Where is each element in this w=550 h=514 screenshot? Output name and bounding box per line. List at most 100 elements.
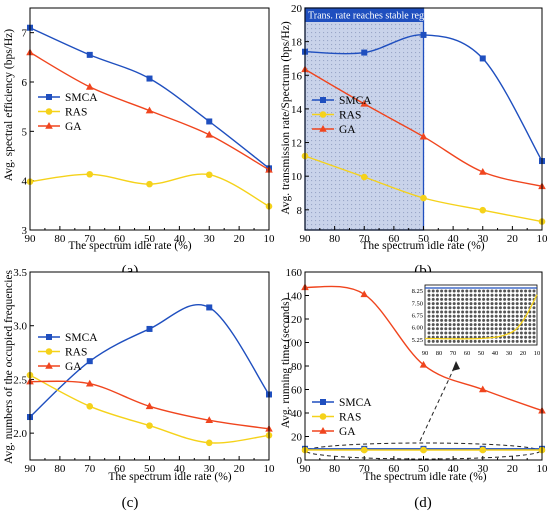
band-dot: [307, 60, 309, 62]
band-dot: [327, 152, 329, 154]
inset-dot: [494, 293, 498, 297]
band-dot: [347, 72, 349, 74]
band-dot: [311, 112, 313, 114]
inset-dot: [503, 314, 507, 318]
band-dot: [319, 156, 321, 158]
legend-label-ga: GA: [65, 121, 82, 133]
band-dot: [335, 112, 337, 114]
band-dot: [387, 156, 389, 158]
band-dot: [315, 124, 317, 126]
band-dot: [311, 172, 313, 174]
band-dot: [351, 148, 353, 150]
inset-dot: [452, 310, 456, 314]
band-dot: [355, 112, 357, 114]
band-dot: [363, 72, 365, 74]
band-dot: [323, 172, 325, 174]
band-dot: [343, 228, 345, 230]
band-dot: [399, 220, 401, 222]
inset-dot: [524, 331, 528, 335]
band-dot: [375, 140, 377, 142]
band-dot: [327, 72, 329, 74]
band-dot: [391, 188, 393, 190]
band-dot: [375, 72, 377, 74]
band-dot: [395, 144, 397, 146]
band-dot: [359, 156, 361, 158]
inset-dot: [431, 289, 435, 293]
inset-dot: [435, 314, 439, 318]
legend-label-smca: SMCA: [339, 397, 372, 409]
band-dot: [327, 168, 329, 170]
y-tick-label: 8: [297, 205, 303, 217]
band-dot: [419, 164, 421, 166]
band-dot: [335, 52, 337, 54]
band-dot: [363, 224, 365, 226]
band-dot: [343, 176, 345, 178]
band-dot: [331, 92, 333, 94]
inset-dot: [461, 318, 465, 322]
band-dot: [407, 40, 409, 42]
inset-dot: [482, 314, 486, 318]
band-dot: [351, 36, 353, 38]
band-dot: [307, 68, 309, 70]
band-dot: [371, 104, 373, 106]
legend-label-ras: RAS: [339, 412, 361, 424]
inset-dot: [494, 297, 498, 301]
band-dot: [371, 152, 373, 154]
band-dot: [391, 148, 393, 150]
band-dot: [347, 176, 349, 178]
inset-dot: [465, 310, 469, 314]
band-dot: [315, 216, 317, 218]
band-dot: [355, 72, 357, 74]
band-dot: [323, 68, 325, 70]
band-dot: [403, 76, 405, 78]
band-dot: [331, 180, 333, 182]
band-dot: [359, 188, 361, 190]
inset-dot: [473, 297, 477, 301]
band-dot: [311, 228, 313, 230]
inset-chart: 90 80 70 60 50 40 30 20 105.256.006.757.508.25: [412, 284, 540, 357]
band-dot: [379, 208, 381, 210]
band-dot: [343, 44, 345, 46]
inset-dot: [452, 327, 456, 331]
legend-label-ras: RAS: [65, 107, 87, 119]
legend-marker-smca: [320, 97, 326, 103]
band-dot: [339, 44, 341, 46]
band-dot: [319, 172, 321, 174]
band-dot: [323, 148, 325, 150]
band-dot: [347, 92, 349, 94]
band-dot: [419, 48, 421, 50]
band-dot: [343, 28, 345, 30]
band-dot: [351, 28, 353, 30]
band-dot: [371, 208, 373, 210]
band-dot: [335, 36, 337, 38]
band-dot: [375, 84, 377, 86]
band-dot: [387, 56, 389, 58]
series-line-smca: [304, 34, 543, 162]
band-dot: [347, 152, 349, 154]
band-dot: [403, 24, 405, 26]
band-dot: [415, 112, 417, 114]
band-dot: [379, 212, 381, 214]
band-dot: [323, 212, 325, 214]
inset-dot: [461, 306, 465, 310]
band-dot: [307, 48, 309, 50]
band-dot: [395, 136, 397, 138]
band-dot: [403, 212, 405, 214]
band-dot: [347, 208, 349, 210]
band-dot: [415, 84, 417, 86]
band-dot: [347, 40, 349, 42]
band-dot: [335, 188, 337, 190]
band-dot: [379, 76, 381, 78]
inset-dot: [532, 331, 536, 335]
band-dot: [335, 88, 337, 90]
band-dot: [359, 164, 361, 166]
band-dot: [375, 128, 377, 130]
band-dot: [355, 88, 357, 90]
band-dot: [399, 28, 401, 30]
band-dot: [347, 188, 349, 190]
band-dot: [391, 136, 393, 138]
band-dot: [327, 80, 329, 82]
band-dot: [363, 220, 365, 222]
band-dot: [343, 100, 345, 102]
band-dot: [415, 212, 417, 214]
